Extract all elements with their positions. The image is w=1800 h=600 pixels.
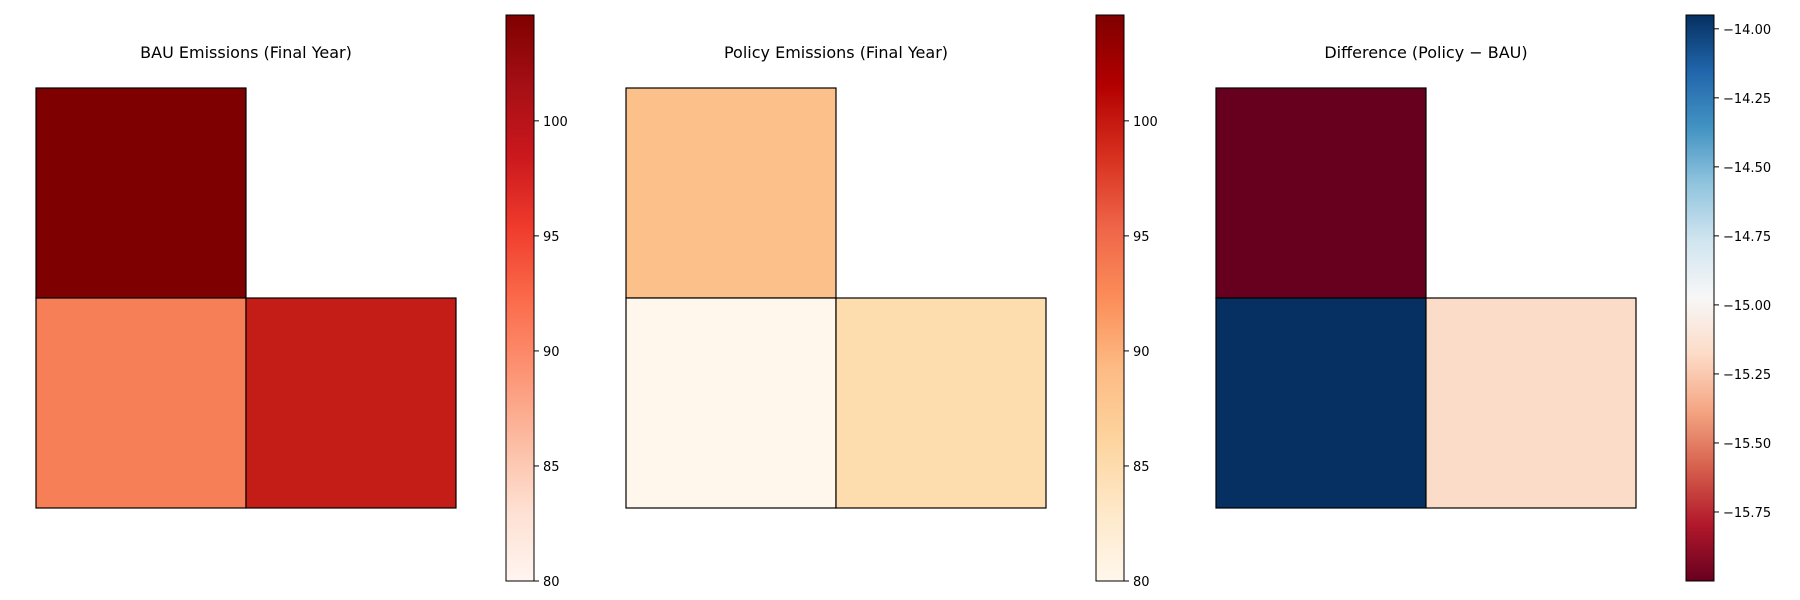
colorbar-tick-label: −15.75 — [1723, 506, 1771, 521]
heatmap-cell — [625, 297, 837, 509]
heatmap-cell — [35, 297, 247, 509]
colorbar-tick-label: −15.50 — [1723, 437, 1771, 452]
heatmap-cell — [245, 297, 457, 509]
chart-title: BAU Emissions (Final Year) — [140, 43, 352, 62]
colorbar-tick-label: 90 — [1133, 345, 1150, 360]
colorbar — [1095, 14, 1125, 582]
colorbar-tick-label: 85 — [1133, 460, 1150, 475]
colorbar-tick-label: −14.25 — [1723, 92, 1771, 107]
colorbar-tick-label: 95 — [1133, 230, 1150, 245]
panel-policy: Policy Emissions (Final Year) 80 85 90 95 100 — [625, 14, 1158, 590]
heatmap-cell — [1425, 297, 1637, 509]
colorbar-tick-label: 80 — [543, 575, 560, 590]
colorbar-tick-label: 95 — [543, 230, 560, 245]
colorbar-tick-label: −14.75 — [1723, 230, 1771, 245]
colorbar-tick-label: 80 — [1133, 575, 1150, 590]
colorbar-tick-label: −15.00 — [1723, 299, 1771, 314]
colorbar-tick-label: −14.00 — [1723, 23, 1771, 38]
chart-title: Policy Emissions (Final Year) — [724, 43, 948, 62]
chart-title: Difference (Policy − BAU) — [1324, 43, 1527, 62]
colorbar-tick-label: 100 — [543, 115, 568, 130]
heatmap-cell — [35, 87, 247, 299]
colorbar-tick-label: 100 — [1133, 115, 1158, 130]
colorbar-tick-label: −15.25 — [1723, 368, 1771, 383]
heatmap-cell — [1215, 87, 1427, 299]
colorbar-tick-label: 85 — [543, 460, 560, 475]
colorbar-tick-label: 90 — [543, 345, 560, 360]
colorbar — [505, 14, 535, 582]
heatmap-cell — [835, 297, 1047, 509]
heatmap-cell — [1215, 297, 1427, 509]
heatmap-cell — [625, 87, 837, 299]
panel-difference: Difference (Policy − BAU) −14.00 −14.25 −14… — [1215, 14, 1771, 582]
colorbar-tick-label: −14.50 — [1723, 161, 1771, 176]
colorbar — [1685, 14, 1715, 582]
panel-bau: BAU Emissions (Final Year) 80 85 90 95 100 — [35, 14, 568, 590]
